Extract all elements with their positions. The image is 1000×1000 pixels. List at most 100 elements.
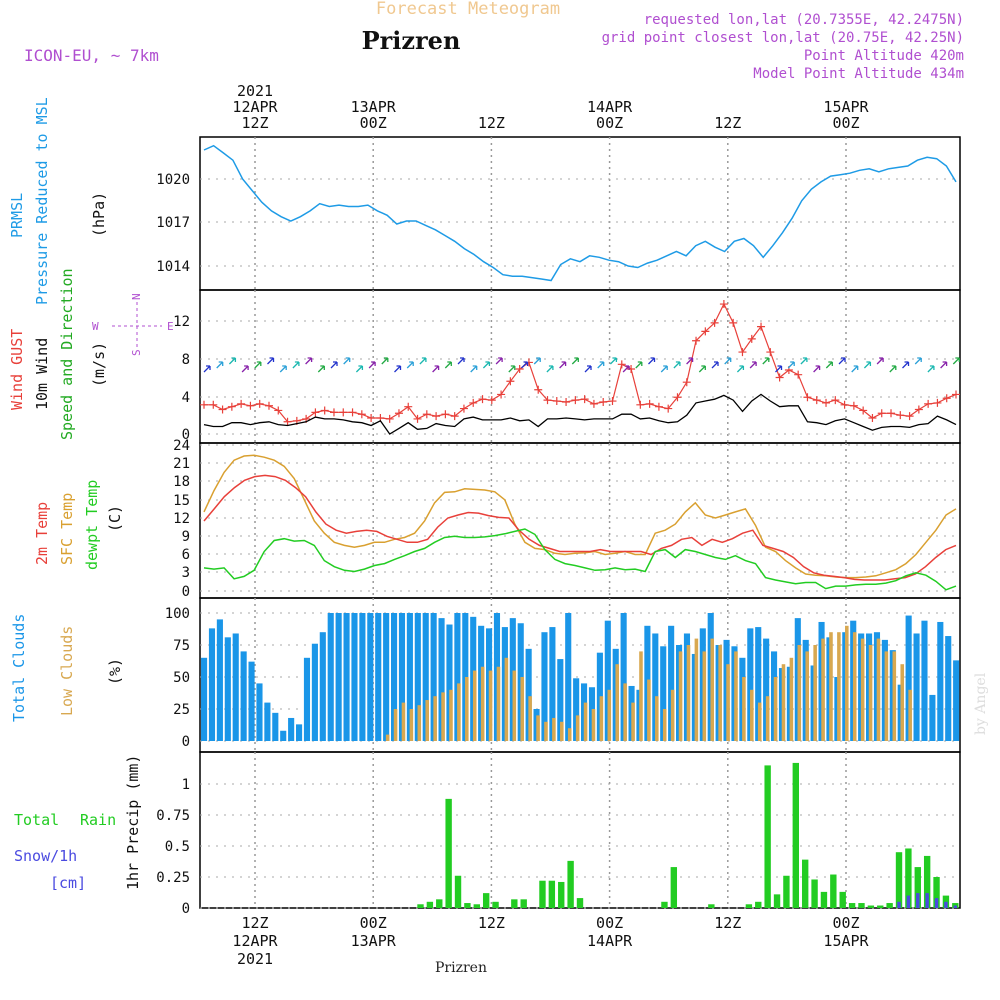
rain-bar <box>558 881 565 908</box>
low-clouds-bar <box>520 677 525 741</box>
low-clouds-bar <box>837 632 841 741</box>
wind-gust-marker <box>255 399 264 408</box>
y-tick-label: 6 <box>182 547 190 563</box>
temp-labels: 2m Temp SFC Temp dewpt Temp (C) <box>33 480 124 570</box>
wind-gust-marker <box>952 390 960 399</box>
wind-gust-marker <box>422 410 431 419</box>
total-clouds-bar <box>232 633 239 741</box>
time-tick-label-top: 00Z <box>360 114 387 132</box>
wind-gust-marker <box>450 412 459 421</box>
y-tick-label: 12 <box>173 314 190 330</box>
y-tick-label: 4 <box>182 390 190 406</box>
wind-gust-marker <box>682 378 691 387</box>
wind-gust-marker <box>868 413 877 422</box>
precip-unit: 1hr Precip (mm) <box>124 755 142 890</box>
temp-label-dewpt: dewpt Temp <box>83 480 101 570</box>
wind-gust-marker <box>757 322 766 331</box>
rain-bar <box>792 762 799 908</box>
y-tick-label: 0.25 <box>156 870 190 886</box>
total-clouds-bar <box>272 712 279 741</box>
low-clouds-bar <box>480 666 485 741</box>
wind-gust-marker <box>394 409 403 418</box>
rain-bar <box>511 899 518 908</box>
low-clouds-bar <box>567 728 572 741</box>
wind-gust-marker <box>246 401 255 410</box>
total-clouds-bar <box>953 660 960 741</box>
total-clouds-bar <box>565 613 572 741</box>
wind-direction-arrow <box>305 357 313 365</box>
low-clouds-bar <box>599 696 604 741</box>
wind-gust-marker <box>274 406 283 415</box>
rain-bar <box>867 905 875 908</box>
snow-bar <box>906 895 911 908</box>
model-label: ICON-EU, ~ 7km <box>24 46 159 65</box>
total-clouds-bar <box>945 636 952 741</box>
rain-bar <box>801 859 809 908</box>
time-tick-label-top: 2021 <box>237 82 273 100</box>
total-clouds-bar <box>406 613 413 741</box>
low-clouds-bar <box>694 638 699 741</box>
total-clouds-bar <box>248 661 255 741</box>
wind-gust-marker <box>311 408 320 417</box>
wind-gust-marker <box>794 370 803 379</box>
rain-bar <box>670 867 678 908</box>
y-tick-label: 1 <box>182 777 190 793</box>
rain-bar <box>417 904 424 908</box>
time-tick-label-bottom: 13APR <box>351 932 397 950</box>
wind-direction-arrow <box>482 361 491 369</box>
low-clouds-bar <box>757 702 762 741</box>
wind-gust-marker <box>719 300 728 309</box>
total-clouds-bar <box>604 620 611 741</box>
time-tick-label-top: 12Z <box>478 114 505 132</box>
rain-bar <box>548 880 556 908</box>
pressure-series-line <box>203 144 957 282</box>
wind-direction-arrow <box>216 361 224 369</box>
wind-direction-arrow <box>343 357 351 365</box>
wind-direction-arrow <box>279 365 287 373</box>
total-clouds-bar <box>264 702 271 741</box>
wind-gust-marker <box>608 397 617 406</box>
wind-direction-arrow <box>292 361 300 369</box>
rain-bar <box>661 901 668 908</box>
low-clouds-bar <box>678 651 683 741</box>
requested-coords: requested lon,lat (20.7355E, 42.2475N) <box>644 12 964 28</box>
wind-direction-arrow <box>927 365 935 373</box>
total-clouds-bar <box>367 613 374 741</box>
y-tick-label: 100 <box>165 606 190 622</box>
time-tick-label-bottom: 12APR <box>232 932 278 950</box>
rain-bar <box>764 765 771 908</box>
compass-s: S <box>130 349 143 356</box>
low-clouds-bar <box>575 715 580 741</box>
low-clouds-bar <box>742 677 746 741</box>
wind-gust-marker <box>636 400 645 409</box>
low-clouds-bar <box>750 689 754 741</box>
low-clouds-bar <box>765 696 770 741</box>
wind-direction-arrow <box>609 357 618 365</box>
wind-direction-arrow <box>762 357 770 365</box>
low-clouds-bar <box>536 715 540 741</box>
wind-label-gust: Wind GUST <box>8 329 26 410</box>
low-clouds-bar <box>852 632 857 741</box>
time-tick-label-bottom: 12Z <box>714 914 741 932</box>
wind-direction-arrow <box>838 357 846 365</box>
wind-labels: Wind GUST 10m Wind Speed and Direction (… <box>8 268 174 440</box>
wind-direction-arrow <box>330 361 338 369</box>
low-clouds-bar <box>544 721 548 741</box>
rain-bar <box>755 901 762 908</box>
total-clouds-bar <box>430 613 437 741</box>
total-clouds-bar <box>763 638 770 741</box>
temp-unit: (C) <box>106 505 124 532</box>
wind-gust-marker <box>729 318 738 327</box>
wind-gust-marker <box>905 412 914 421</box>
time-tick-label-bottom: 00Z <box>360 914 387 932</box>
low-clouds-bar <box>465 677 469 741</box>
rain-bar <box>839 891 846 908</box>
low-clouds-bar <box>908 689 912 741</box>
low-clouds-bar <box>385 734 390 741</box>
wind-direction-arrow <box>698 365 706 373</box>
y-tick-label: 25 <box>173 702 190 718</box>
total-clouds-bar <box>755 627 762 741</box>
dewpt-series-line <box>203 528 957 591</box>
rain-bar <box>708 904 715 908</box>
sfc-temp-series-line <box>203 454 957 579</box>
